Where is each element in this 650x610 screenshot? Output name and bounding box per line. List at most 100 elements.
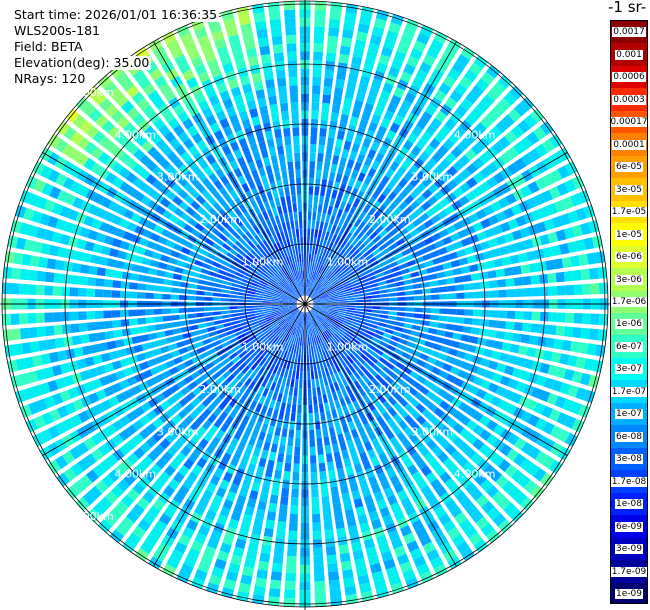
ray-gate <box>241 278 251 284</box>
ray-gate <box>133 255 144 264</box>
ray-gate <box>314 581 326 591</box>
ray-gate <box>273 289 283 295</box>
ray-gate <box>119 309 129 318</box>
ray-gate <box>415 403 426 414</box>
ray-gate <box>535 221 547 233</box>
ray-gate <box>135 246 146 256</box>
ray-gate <box>349 373 357 383</box>
ray-gate <box>98 342 109 352</box>
ray-gate <box>256 332 265 340</box>
ray-gate <box>206 326 217 332</box>
ray-gate <box>43 229 55 242</box>
ray-gate <box>486 529 501 544</box>
ray-gate <box>259 552 271 563</box>
ray-gate <box>340 113 349 124</box>
ray-gate <box>312 306 321 311</box>
ray-gate <box>486 87 501 102</box>
ray-gate <box>277 145 285 155</box>
ray-gate <box>373 106 385 117</box>
ray-gate <box>546 392 559 406</box>
ray-gate <box>10 283 20 295</box>
ray-gate <box>416 262 426 270</box>
ray-gate <box>224 182 234 193</box>
ray-gate <box>375 374 384 383</box>
ray-gate <box>235 129 245 141</box>
ray-gate <box>468 263 479 273</box>
ray-gate <box>218 186 228 197</box>
ray-gate <box>178 201 190 211</box>
ray-gate <box>277 251 283 260</box>
ray-gate <box>247 240 256 249</box>
ray-gate <box>273 243 280 253</box>
ray-gate <box>333 255 341 264</box>
ray-gate <box>254 420 262 431</box>
ray-gate <box>343 282 352 288</box>
ray-gate <box>405 312 415 318</box>
ray-gate <box>328 312 337 317</box>
ray-gate <box>160 400 171 411</box>
ray-gate <box>78 275 88 286</box>
ray-gate <box>171 321 181 328</box>
ray-gate <box>404 346 414 354</box>
ray-gate <box>385 238 395 247</box>
colorbar-segment: 0.0003 <box>611 88 647 112</box>
ray-gate <box>388 242 398 251</box>
ray-gate <box>333 87 344 97</box>
ray-gate <box>347 403 355 413</box>
ray-gate <box>414 307 423 313</box>
ray-gate <box>573 313 583 324</box>
ray-gate <box>2 313 12 326</box>
ray-gate <box>311 505 320 515</box>
ray-gate <box>83 157 96 171</box>
ray-gate <box>539 234 551 246</box>
ray-gate <box>361 224 371 234</box>
ray-gate <box>306 236 310 246</box>
ray-gate <box>391 424 402 436</box>
ray-gate <box>416 223 427 233</box>
ray-gate <box>382 233 392 242</box>
ray-gate <box>297 396 302 405</box>
ray-gate <box>118 218 130 229</box>
ray-gate <box>278 153 286 164</box>
ray-gate <box>299 328 302 338</box>
ray-gate <box>99 136 112 149</box>
ray-gate <box>281 309 290 314</box>
ray-gate <box>567 355 578 367</box>
ray-gate <box>403 279 413 285</box>
ray-gate <box>445 444 457 456</box>
ray-gate <box>238 249 248 258</box>
ray-gate <box>583 204 595 219</box>
ray-gate <box>359 145 369 156</box>
ray-gate <box>337 329 345 337</box>
colorbar-tick-label: 6e-07 <box>615 341 643 352</box>
ray-gate <box>76 153 89 167</box>
ray-gate <box>144 125 157 139</box>
ray-gate <box>331 278 340 285</box>
ray-gate <box>276 285 285 291</box>
ray-gate <box>282 311 291 316</box>
ray-gate <box>155 138 168 151</box>
ray-gate <box>19 327 30 340</box>
ray-gate <box>133 148 146 161</box>
ray-gate <box>407 464 419 476</box>
ray-gate <box>380 479 391 491</box>
ray-gate <box>240 164 250 175</box>
ray-gate <box>462 134 475 147</box>
ray-gate <box>215 223 226 233</box>
ray-gate <box>346 80 357 91</box>
ray-gate <box>305 278 307 288</box>
ray-gate <box>324 529 335 539</box>
ray-gate <box>270 417 277 427</box>
ray-gate <box>158 513 172 526</box>
ray-gate <box>244 91 255 102</box>
ray-gate <box>498 197 510 209</box>
ray-gate <box>393 326 404 332</box>
ray-gate <box>190 271 200 278</box>
ray-gate <box>215 110 227 122</box>
ray-gate <box>442 138 455 151</box>
ray-gate <box>243 211 252 221</box>
ray-gate <box>402 366 413 375</box>
ray-gate <box>130 234 142 244</box>
ray-gate <box>454 276 464 284</box>
ray-gate <box>279 304 289 306</box>
